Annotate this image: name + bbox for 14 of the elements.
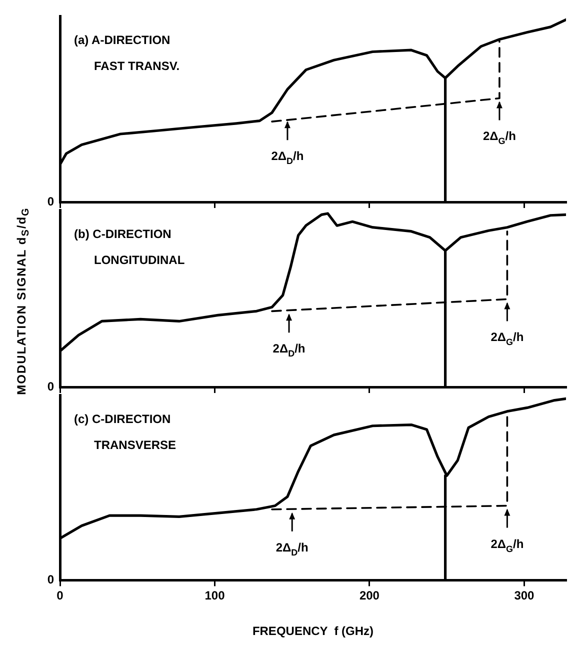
- annotation: FAST TRANSV.: [94, 59, 180, 73]
- annotation: TRANSVERSE: [94, 438, 176, 452]
- x-tick-label: 100: [204, 588, 226, 603]
- annotation: LONGITUDINAL: [94, 253, 185, 267]
- x-tick-label: 200: [359, 588, 380, 603]
- x-tick-label: 300: [514, 588, 535, 603]
- annotation: (b) C-DIRECTION: [74, 227, 172, 241]
- text: 0: [47, 194, 54, 208]
- annotation: (a) A-DIRECTION: [74, 33, 170, 47]
- x-axis-title: FREQUENCY f (GHz): [252, 624, 374, 638]
- text: 0: [47, 572, 54, 587]
- annotation: (c) C-DIRECTION: [74, 412, 171, 426]
- x-tick-label: 0: [56, 588, 64, 603]
- text: 0: [47, 379, 54, 394]
